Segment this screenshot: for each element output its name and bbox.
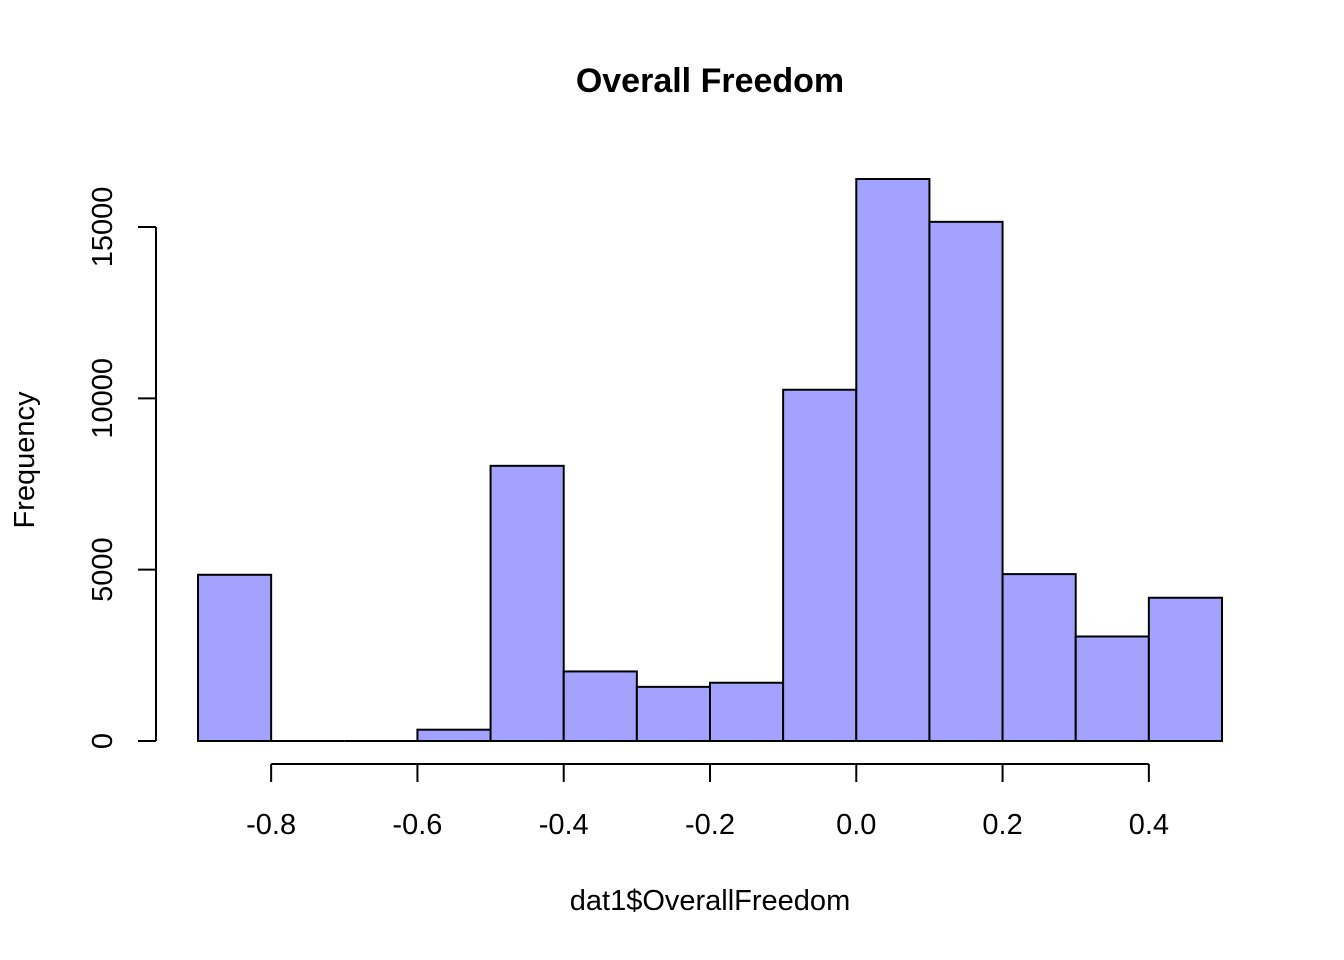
x-axis-title: dat1$OverallFreedom	[570, 885, 850, 917]
x-tick-label: -0.4	[539, 809, 589, 841]
x-axis: -0.8 -0.6 -0.4 -0.2 0.0 0.2 0.4	[246, 763, 1169, 841]
histogram-bar	[709, 681, 785, 742]
y-tick-label: 0	[87, 733, 119, 749]
histogram-bar	[635, 685, 711, 742]
histogram-bar	[197, 573, 273, 742]
histogram-bar	[562, 670, 638, 742]
histogram-bar	[416, 728, 492, 743]
histogram-bar	[489, 464, 565, 742]
histogram-bar	[1147, 596, 1224, 743]
bars-group	[197, 178, 1224, 743]
x-tick-label: 0.4	[1129, 809, 1169, 841]
x-tick-label: 0.2	[982, 809, 1022, 841]
histogram-bar	[855, 178, 931, 742]
y-tick-label: 15000	[87, 187, 119, 268]
y-axis-title: Frequency	[9, 391, 41, 529]
histogram-bar	[1074, 635, 1150, 742]
x-tick-label: -0.2	[685, 809, 735, 841]
histogram-bar	[1001, 573, 1077, 742]
x-tick-label: 0.0	[836, 809, 876, 841]
y-axis: 0 5000 10000 15000	[87, 187, 157, 749]
y-tick-label: 5000	[87, 537, 119, 602]
histogram-bar	[928, 220, 1004, 742]
y-tick-label: 10000	[87, 358, 119, 439]
histogram-bar	[782, 388, 858, 742]
chart-title: Overall Freedom	[576, 62, 844, 100]
x-tick-label: -0.6	[392, 809, 442, 841]
x-tick-label: -0.8	[246, 809, 296, 841]
